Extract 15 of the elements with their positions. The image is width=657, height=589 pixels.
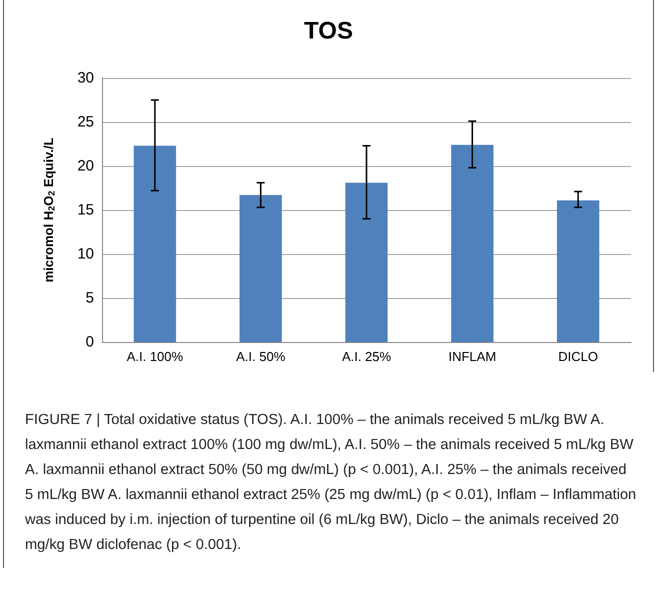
chart-title: TOS	[304, 18, 353, 44]
x-tick-label: A.I. 100%	[126, 349, 184, 364]
x-tick-label: DICLO	[558, 349, 598, 364]
y-tick-label: 30	[77, 70, 94, 86]
y-tick-label: 5	[86, 290, 94, 306]
x-tick-label: A.I. 25%	[342, 349, 392, 364]
y-tick-label: 0	[86, 334, 94, 350]
y-axis-title: micromol H2O2 Equiv./L	[41, 138, 56, 282]
caption: FIGURE 7 | Total oxidative status (TOS). A.I. 100% – the animals received 5 mL/kg BW A. laxmannii ethanol extract 100% (100 mg dw/mL), A.I. 50% – the animals received 5 mL/kg BW A. laxmannii ethanol extract 50% (50 mg dw/mL) (p < 0.001), A.I. 25% – the animals received 5 mL/kg BW A. laxmannii ethanol extract 25% (25 mg dw/mL) (p < 0.01), Inflam – Inflammation was induced by i.m. injection of turpentine oil (6 mL/kg BW), Diclo – the animals received 20 mg/kg BW diclofenac (p < 0.001).	[25, 411, 637, 555]
y-tick-label: 20	[77, 158, 94, 174]
y-tick-label: 15	[77, 202, 94, 218]
x-tick-label: A.I. 50%	[236, 349, 286, 364]
y-tick-label: 25	[77, 114, 94, 130]
x-tick-label: INFLAM	[448, 349, 496, 364]
y-tick-label: 10	[77, 246, 94, 262]
